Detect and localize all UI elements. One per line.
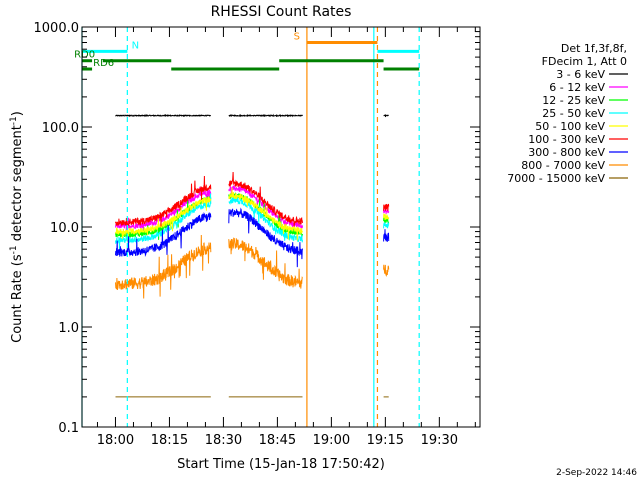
legend-entry-1: 6 - 12 keV — [549, 81, 605, 94]
data-series-layer — [115, 113, 390, 398]
legend-entry-6: 300 - 800 keV — [528, 146, 605, 159]
y-tick-label-4: 1000.0 — [34, 21, 80, 36]
x-axis-label: Start Time (15-Jan-18 17:50:42) — [177, 457, 385, 472]
series-line-4-segment-0 — [115, 196, 212, 243]
chart-title: RHESSI Count Rates — [211, 4, 352, 20]
series-line-3-segment-2 — [383, 222, 390, 229]
y-axis-label: Count Rate (s-1 detector segment-1) — [9, 111, 25, 343]
legend-entry-0: 3 - 6 keV — [556, 68, 605, 81]
flag-label-4: RD6 — [93, 58, 114, 69]
y-tick-label-0: 0.1 — [58, 421, 79, 436]
legend-entry-7: 800 - 7000 keV — [521, 159, 605, 172]
legend-header-line-1: Det 1f,3f,8f, — [561, 42, 627, 55]
y-tick-label-1: 1.0 — [58, 321, 79, 336]
legend: Det 1f,3f,8f, FDecim 1, Att 0 3 - 6 keV6… — [507, 42, 628, 185]
x-tick-label-2: 18:30 — [205, 433, 242, 448]
flag-label-2: S — [294, 31, 300, 42]
series-line-5-segment-1 — [228, 171, 303, 227]
legend-entry-4: 50 - 100 keV — [535, 120, 605, 133]
legend-entry-5: 100 - 300 keV — [528, 133, 605, 146]
x-tick-label-0: 18:00 — [97, 433, 134, 448]
series-line-7-segment-2 — [383, 264, 390, 278]
series-line-6-segment-1 — [228, 207, 303, 268]
flag-label-3: RD0 — [74, 50, 95, 61]
series-line-3-segment-1 — [228, 196, 303, 243]
flag-label-0: N — [132, 40, 139, 51]
x-tick-label-1: 18:15 — [151, 433, 188, 448]
timestamp: 2-Sep-2022 14:46 — [556, 468, 637, 478]
series-line-4-segment-2 — [383, 213, 390, 221]
series-line-1-segment-2 — [383, 208, 390, 215]
x-tick-label-3: 18:45 — [259, 433, 296, 448]
x-tick-label-4: 19:00 — [313, 433, 350, 448]
series-line-7-segment-0 — [115, 234, 212, 299]
legend-header-line-2: FDecim 1, Att 0 — [542, 55, 627, 68]
y-tick-label-3: 100.0 — [42, 121, 79, 136]
series-line-1-segment-0 — [115, 186, 212, 234]
series-line-7-segment-1 — [228, 237, 303, 289]
legend-entry-2: 12 - 25 keV — [542, 94, 605, 107]
series-line-6-segment-2 — [383, 229, 390, 242]
axis-layer: 0.1 1.0 10.0 100.0 1000.0 18:00 18:15 18:30 18:4… — [34, 21, 480, 448]
legend-entry-3: 25 - 50 keV — [542, 107, 605, 120]
legend-entry-8: 7000 - 15000 keV — [507, 172, 605, 185]
x-tick-label-6: 19:30 — [421, 433, 458, 448]
series-line-5-segment-0 — [115, 175, 212, 227]
x-tick-label-5: 19:15 — [367, 433, 404, 448]
y-tick-label-2: 10.0 — [50, 221, 79, 236]
series-line-0-segment-0 — [115, 113, 211, 118]
series-line-1-segment-1 — [228, 184, 303, 230]
series-line-6-segment-0 — [115, 212, 212, 258]
series-line-5-segment-2 — [383, 203, 390, 211]
series-line-0-segment-1 — [228, 113, 303, 118]
series-line-4-segment-1 — [228, 187, 303, 241]
series-line-0-segment-2 — [383, 113, 389, 118]
